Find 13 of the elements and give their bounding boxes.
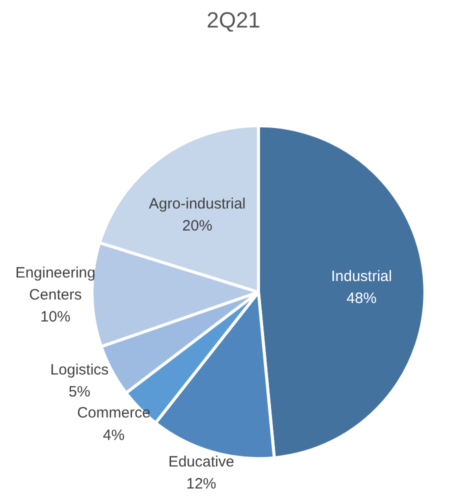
data-label: 48%: [346, 290, 377, 308]
data-label: 20%: [182, 218, 212, 235]
slice-label: Commerce: [77, 404, 150, 422]
slice-label: Agro-industrial: [148, 196, 246, 213]
data-label: 12%: [186, 475, 216, 492]
chart-title: 2Q21: [206, 8, 260, 32]
slice-label: Engineering Centers: [15, 264, 96, 304]
slice-label: Educative: [168, 453, 234, 470]
data-label: 4%: [102, 426, 125, 444]
slice-label: Industrial: [331, 268, 392, 286]
data-label: 5%: [68, 384, 90, 401]
slice-label: Logistics: [50, 362, 109, 379]
data-label: 10%: [40, 308, 70, 326]
